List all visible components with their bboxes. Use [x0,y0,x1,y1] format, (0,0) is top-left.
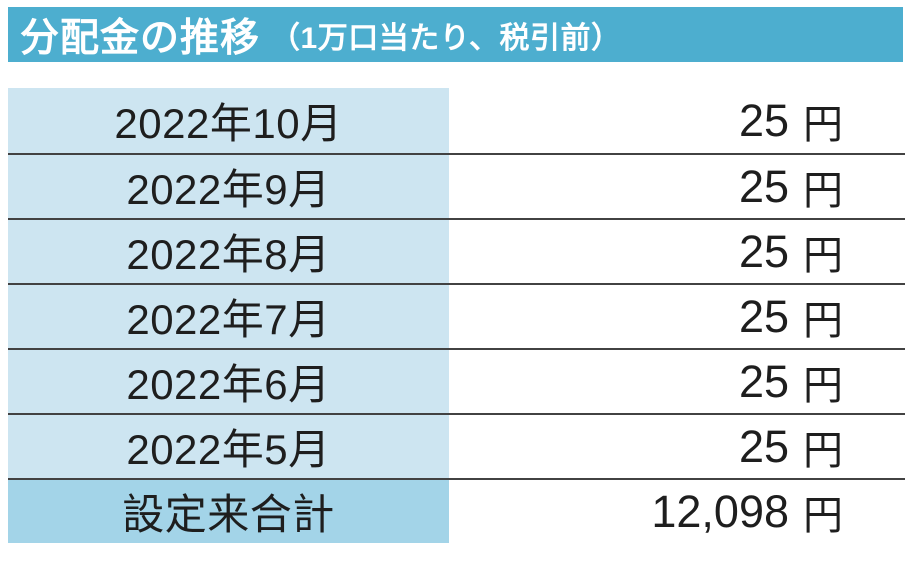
amount-value: 25 [738,94,789,146]
period-cell: 2022年5月 [8,415,449,478]
table-row: 2022年6月 25 円 [8,348,905,413]
amount-value: 25 [738,290,789,342]
amount-unit: 円 [803,102,843,147]
amount-value: 12,098 [651,485,789,537]
amount-cell: 25 円 [449,285,905,348]
amount-unit: 円 [803,363,843,408]
section-title: 分配金の推移 [20,16,261,60]
amount-cell: 25 円 [449,220,905,283]
amount-value: 25 [738,420,789,472]
table-row-total: 設定来合計 12,098 円 [8,478,905,543]
table-row: 2022年9月 25 円 [8,153,905,218]
distribution-table: 2022年10月 25 円 2022年9月 25 円 2022年8月 25 円 … [8,88,905,543]
table-row: 2022年7月 25 円 [8,283,905,348]
section-subtitle: （1万口当たり、税引前） [270,21,622,55]
amount-value: 25 [738,160,789,212]
period-cell: 2022年9月 [8,155,449,218]
amount-cell: 25 円 [449,88,905,153]
amount-unit: 円 [803,428,843,473]
amount-unit: 円 [803,233,843,278]
amount-value: 25 [738,225,789,277]
table-row: 2022年10月 25 円 [8,88,905,153]
table-row: 2022年5月 25 円 [8,413,905,478]
amount-cell: 25 円 [449,155,905,218]
amount-unit: 円 [803,168,843,213]
period-cell: 2022年6月 [8,350,449,413]
amount-unit: 円 [803,298,843,343]
section-header-bar: 分配金の推移 （1万口当たり、税引前） [8,7,903,62]
amount-cell: 25 円 [449,415,905,478]
period-cell: 2022年8月 [8,220,449,283]
amount-cell: 25 円 [449,350,905,413]
table-row: 2022年8月 25 円 [8,218,905,283]
total-amount-cell: 12,098 円 [449,480,905,543]
period-cell: 2022年10月 [8,88,449,153]
amount-unit: 円 [803,493,843,538]
period-cell: 2022年7月 [8,285,449,348]
total-label-cell: 設定来合計 [8,480,449,543]
amount-value: 25 [738,355,789,407]
